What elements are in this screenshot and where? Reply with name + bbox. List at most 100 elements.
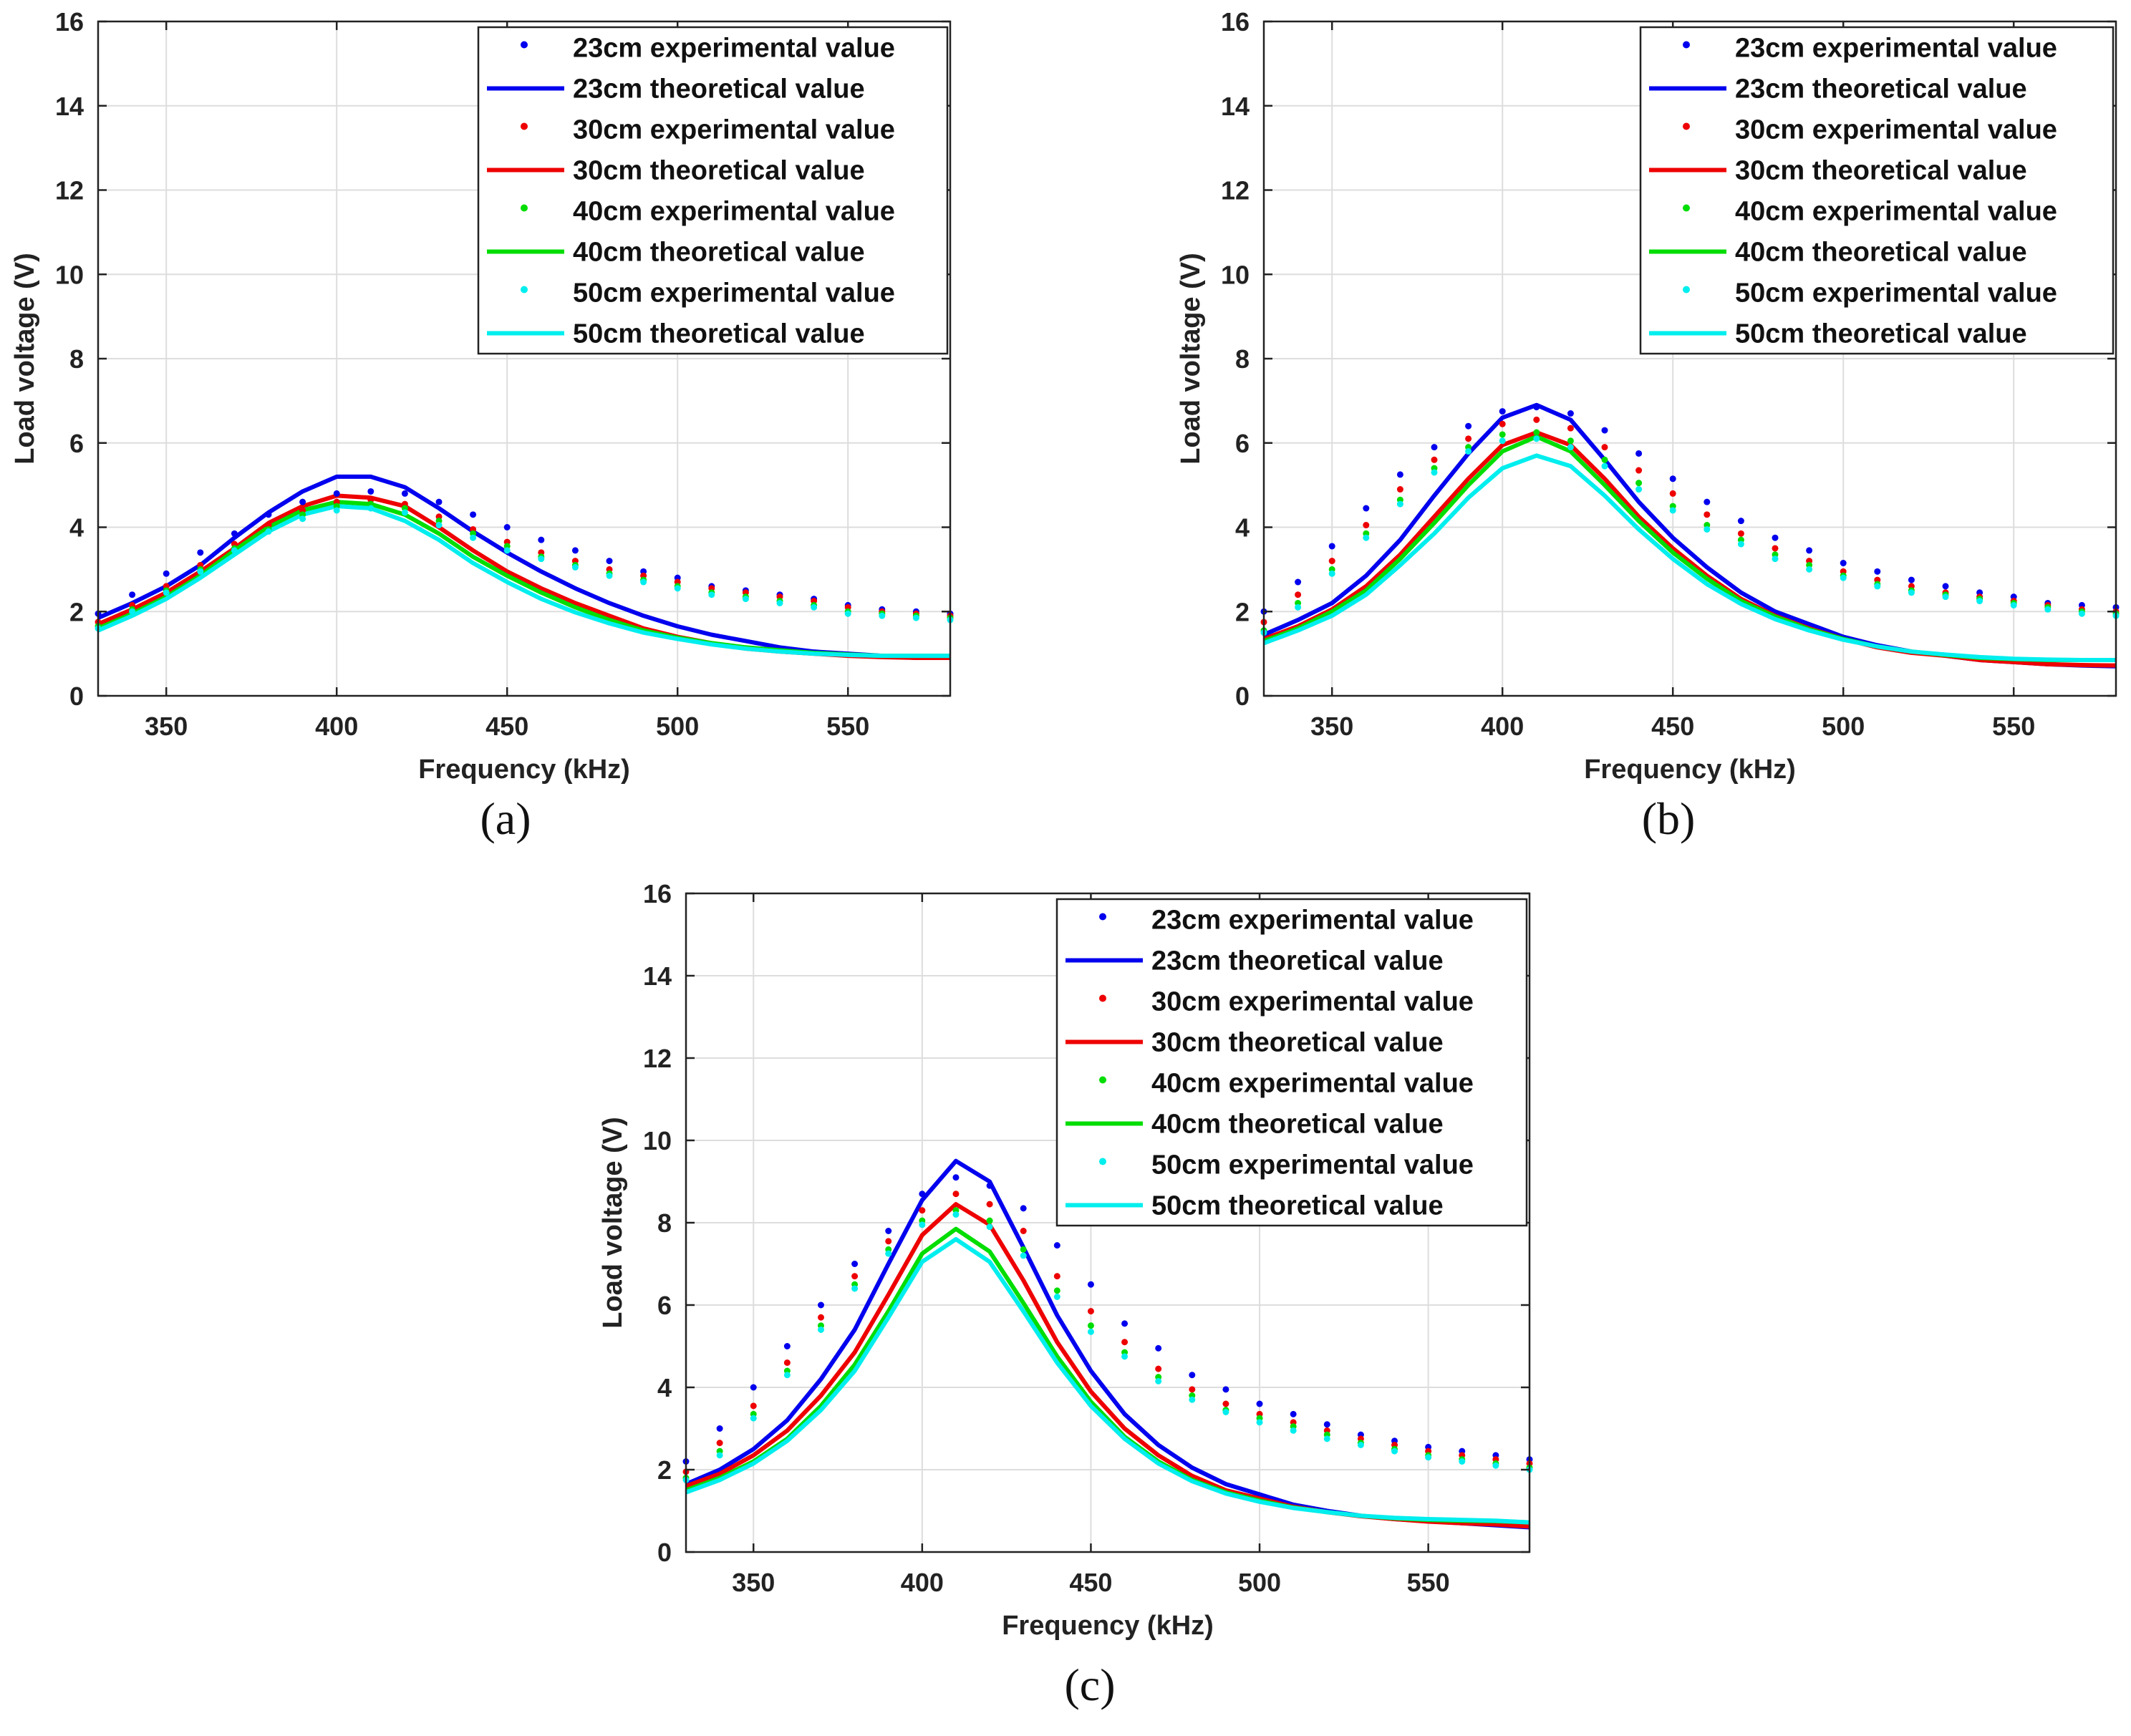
data-point-40cm [1533,429,1540,436]
y-tick-label: 8 [657,1208,672,1238]
legend-box [1055,898,1528,1227]
data-point-50cm [1976,598,1983,605]
data-point-50cm [1533,435,1540,442]
data-point-30cm [1635,467,1643,474]
data-point-30cm [1053,1273,1060,1280]
y-tick-label: 6 [657,1291,672,1320]
panel-label: (c) [1064,1659,1115,1710]
data-point-50cm [435,522,443,529]
y-tick-label: 14 [55,92,84,121]
legend-label: 30cm theoretical value [1151,1028,1444,1058]
y-tick-label: 4 [1235,513,1250,543]
data-point-30cm [1533,416,1540,423]
data-point-50cm [1391,1448,1398,1455]
legend: 23cm experimental value 23cm theoretical … [1055,898,1528,1227]
data-point-50cm [912,614,919,621]
legend-label: 23cm theoretical value [573,74,865,105]
legend-label: 23cm theoretical value [1735,74,2027,105]
data-point-50cm [401,509,408,516]
data-point-23cm [435,498,443,505]
legend-label: 40cm experimental value [1151,1069,1474,1099]
legend-label: 23cm experimental value [573,34,895,64]
legend-label: 40cm theoretical value [573,238,865,268]
x-tick-label: 550 [826,712,869,741]
data-point-50cm [952,1211,960,1218]
data-point-23cm [1222,1386,1229,1393]
data-point-50cm [1323,1435,1330,1442]
data-point-50cm [716,1452,723,1459]
data-point-23cm [919,1191,926,1198]
x-tick-label: 350 [732,1568,775,1597]
legend-label: 30cm experimental value [1735,115,2057,145]
data-point-50cm [851,1285,859,1292]
data-point-23cm [1806,547,1813,554]
legend: 23cm experimental value 23cm theoretical … [1639,26,2115,355]
data-point-40cm [1020,1246,1027,1253]
data-point-30cm [817,1314,824,1321]
data-point-23cm [1323,1421,1330,1428]
data-point-23cm [503,524,511,530]
data-point-50cm [1357,1442,1364,1448]
y-tick-label: 0 [69,682,84,711]
data-point-50cm [1121,1353,1129,1360]
series-group [682,1158,1533,1530]
data-point-23cm [716,1425,723,1432]
data-point-50cm [470,534,477,541]
data-point-23cm [197,549,204,556]
data-point-23cm [571,547,579,554]
chart-panel-3: 350 400 450 500 550 0 2 4 6 8 10 12 14 16 Frequency (k… [598,879,1533,1710]
x-tick-label: 350 [1310,712,1353,741]
x-tick-label: 450 [485,712,528,741]
y-tick-label: 2 [657,1455,672,1485]
legend-box [1639,26,2115,355]
legend-label: 50cm experimental value [1151,1150,1474,1180]
y-tick-label: 10 [55,260,84,289]
legend-label: 23cm theoretical value [1151,946,1444,976]
x-tick-label: 400 [901,1568,944,1597]
data-point-23cm [265,511,272,518]
data-point-30cm [919,1207,926,1214]
y-tick-label: 16 [1221,7,1250,37]
data-point-50cm [538,556,545,563]
x-axis-label: Frequency (kHz) [1002,1611,1214,1641]
legend-marker-30cm [1099,994,1106,1002]
data-point-30cm [1567,425,1574,432]
legend-label: 50cm theoretical value [1735,319,2027,349]
data-point-23cm [1121,1320,1129,1327]
legend-label: 23cm experimental value [1151,906,1474,936]
data-point-50cm [367,505,375,512]
data-point-50cm [1328,570,1335,577]
y-tick-label: 14 [643,961,672,991]
legend-marker-40cm [521,204,528,212]
y-tick-label: 12 [55,176,84,205]
x-axis-label: Frequency (kHz) [1584,755,1796,785]
data-point-50cm [1601,462,1608,470]
series-group [95,474,954,661]
data-point-23cm [1396,471,1403,478]
data-point-50cm [885,1250,892,1257]
data-point-23cm [1431,444,1438,451]
data-point-50cm [606,572,613,579]
data-point-23cm [1567,410,1574,417]
data-point-50cm [1222,1409,1229,1415]
x-tick-label: 500 [1822,712,1865,741]
data-point-30cm [1772,545,1779,552]
data-point-50cm [1425,1454,1432,1461]
legend-label: 30cm experimental value [573,115,895,145]
y-tick-label: 2 [69,597,84,626]
y-tick-label: 0 [1235,682,1250,711]
data-point-40cm [986,1217,993,1224]
data-point-50cm [1704,525,1711,533]
data-point-30cm [1499,420,1506,427]
data-point-23cm [538,536,545,543]
legend-label: 50cm experimental value [573,278,895,309]
legend-marker-50cm [521,286,528,294]
data-point-23cm [1669,475,1676,483]
data-point-30cm [952,1191,960,1198]
data-point-30cm [986,1201,993,1208]
data-point-50cm [265,528,272,535]
legend-marker-50cm [1099,1158,1106,1165]
legend-label: 30cm theoretical value [1735,156,2027,186]
data-point-50cm [299,515,306,523]
